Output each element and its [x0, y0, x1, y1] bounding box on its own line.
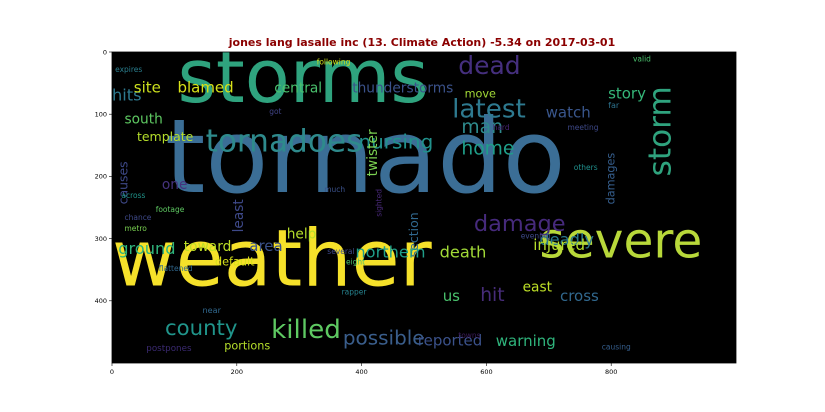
word-us: us — [443, 287, 460, 305]
x-axis: 0 200 400 600 800 — [110, 363, 617, 376]
word-tornadoes: tornadoes — [206, 124, 363, 160]
word-site: site — [134, 78, 161, 96]
x-tick-label: 200 — [231, 368, 243, 376]
word-hits: hits — [112, 86, 142, 105]
word-deadly: deadly — [539, 230, 594, 249]
word-ground: ground — [118, 239, 175, 258]
word-valid: valid — [633, 54, 651, 63]
word-hard: hard — [493, 123, 510, 132]
plot-frame — [111, 51, 737, 364]
word-south: south — [125, 112, 163, 128]
word-expires: expires — [115, 65, 142, 74]
word-move: move — [465, 87, 496, 100]
word-got: got — [269, 107, 281, 116]
word-several: several — [327, 247, 354, 256]
word-section: section — [406, 212, 421, 257]
word-rapper: rapper — [342, 288, 368, 297]
word-thunderstorms: thunderstorms — [352, 80, 453, 96]
y-axis: 0 100 200 300 400 — [95, 48, 112, 305]
x-tick-label: 0 — [110, 368, 114, 376]
word-default: default — [215, 255, 255, 268]
y-tick-label: 400 — [95, 297, 107, 305]
word-east: east — [523, 280, 553, 296]
y-tick-label: 200 — [95, 173, 107, 181]
word-death: death — [440, 242, 487, 261]
y-tick-label: 0 — [103, 48, 107, 56]
word-hit: hit — [480, 285, 504, 306]
word-damage: damage — [474, 211, 566, 237]
word-tornado: tornado — [165, 97, 566, 217]
y-tick-label: 300 — [95, 235, 107, 243]
word-man: man — [461, 117, 503, 138]
word-story: story — [608, 85, 646, 103]
word-damages: damages — [604, 153, 617, 205]
word-near: near — [203, 305, 222, 315]
word-cross: cross — [560, 287, 599, 305]
word-home: home — [461, 139, 514, 160]
word-county: county — [165, 316, 237, 341]
word-central: central — [274, 80, 322, 96]
word-least: least — [231, 199, 247, 233]
word-across: across — [121, 191, 145, 200]
word-much: much — [324, 185, 345, 194]
word-far: far — [608, 100, 620, 110]
word-toward: toward — [184, 239, 232, 255]
word-following: following — [317, 57, 351, 66]
word-warning: warning — [496, 332, 556, 350]
word-one: one — [162, 177, 188, 193]
word-twister: twister — [365, 129, 381, 176]
word-template: template — [137, 129, 193, 144]
word-latest: latest — [452, 94, 526, 124]
word-severe: severe — [539, 213, 702, 269]
word-watch: watch — [546, 103, 591, 121]
word-flattened: flattened — [159, 264, 193, 273]
x-tick-label: 400 — [355, 368, 367, 376]
word-nursing: nursing — [359, 129, 434, 153]
word-help: help — [287, 227, 317, 243]
word-area: area — [249, 237, 282, 255]
word-others: others — [574, 163, 598, 172]
word-dead: dead — [458, 51, 520, 80]
word-postpones: postpones — [146, 344, 192, 354]
word-evening: evening — [521, 232, 551, 241]
word-eight: eight — [346, 258, 365, 267]
word-killed: killed — [271, 315, 341, 345]
word-weather: weather — [112, 214, 433, 304]
chart-title: jones lang lasalle inc (13. Climate Acti… — [228, 36, 615, 49]
word-injured: injured — [533, 236, 585, 254]
word-chance: chance — [125, 213, 152, 222]
word-storms: storms — [178, 35, 429, 120]
y-tick-label: 100 — [95, 111, 107, 119]
word-possible: possible — [343, 325, 425, 349]
word-portions: portions — [224, 339, 270, 352]
word-causes: causes — [116, 161, 131, 204]
word-metro: metro — [125, 224, 148, 233]
word-reported: reported — [418, 332, 482, 350]
word-sighted: sighted — [375, 189, 384, 217]
x-tick-label: 800 — [605, 368, 617, 376]
plot-background — [112, 52, 736, 363]
word-causing: causing — [602, 342, 631, 351]
word-footage: footage — [156, 205, 185, 214]
word-storm: storm — [643, 86, 679, 176]
word-blamed: blamed — [178, 78, 234, 96]
word-northern: northern — [355, 242, 425, 261]
word-towns: towns — [458, 331, 480, 340]
x-tick-label: 600 — [480, 368, 492, 376]
word-meeting: meeting — [568, 123, 599, 132]
